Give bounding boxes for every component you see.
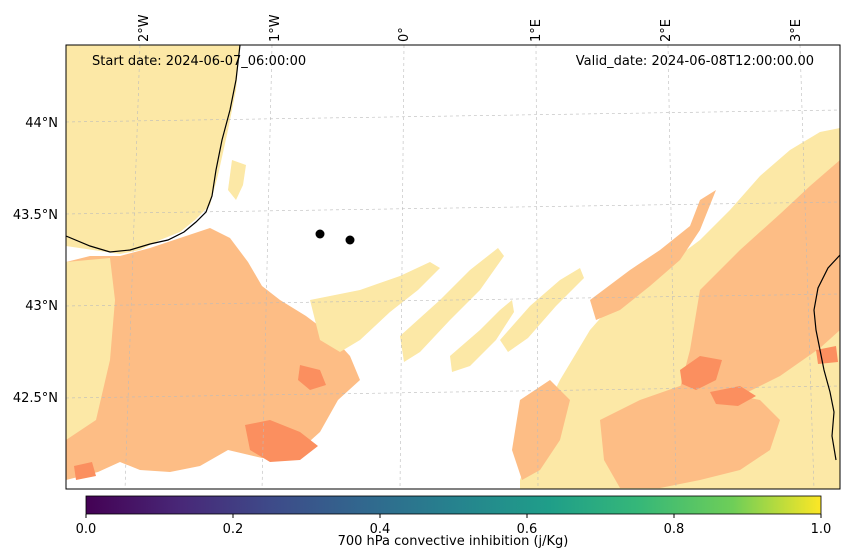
fill-region-west-coast: [66, 45, 240, 254]
location-point-1: [315, 229, 325, 239]
fill-region-east-medium-2: [680, 160, 840, 410]
fill-streak-4: [500, 268, 584, 352]
fill-region-east-medium-4: [512, 380, 570, 480]
fill-streak-3: [450, 300, 514, 372]
lat-label-42-5n: 42.5°N: [13, 391, 58, 406]
start-date-label: Start date: 2024-06-07_06:00:00: [92, 54, 306, 69]
lon-label-2w: 2°W: [137, 14, 152, 42]
fill-region-east-light: [520, 128, 840, 489]
colorbar-tick-3: 0.6: [517, 522, 538, 537]
lon-label-2e: 2°E: [659, 19, 674, 42]
fill-streak-1: [310, 262, 440, 352]
lat-label-44n: 44°N: [25, 116, 58, 131]
lat-label-43n: 43°N: [25, 299, 58, 314]
colorbar-ticks: [85, 514, 822, 518]
colorbar-tick-5: 1.0: [811, 522, 832, 537]
lon-label-1w: 1°W: [268, 14, 283, 42]
fill-region-west-band: [66, 258, 115, 440]
fill-region-north-patch: [228, 160, 246, 200]
fill-region-strong-3: [680, 356, 722, 390]
map-frame: [65, 44, 841, 490]
gridlines: [66, 45, 840, 489]
fill-region-strong-2: [298, 365, 326, 390]
fill-region-strong-6: [74, 462, 96, 480]
colorbar-label: 700 hPa convective inhibition (j/Kg): [338, 534, 569, 549]
colorbar: [85, 495, 822, 515]
coastline-atlantic: [66, 45, 241, 253]
map-area: [66, 45, 840, 489]
fill-region-strong-4: [710, 386, 756, 406]
lon-label-0: 0°: [397, 27, 412, 42]
colorbar-tick-2: 0.4: [370, 522, 391, 537]
coastline-mediterranean: [813, 254, 840, 461]
fill-region-east-medium: [590, 190, 716, 320]
lon-label-3e: 3°E: [789, 19, 804, 42]
lon-label-1e: 1°E: [529, 19, 544, 42]
colorbar-tick-4: 0.8: [664, 522, 685, 537]
colorbar-tick-1: 0.2: [223, 522, 244, 537]
fill-streak-2: [400, 248, 504, 362]
fill-region-west-pyrenees: [66, 228, 360, 480]
fill-region-east-medium-3: [600, 386, 780, 488]
location-point-2: [345, 235, 355, 245]
valid-date-label: Valid_date: 2024-06-08T12:00:00.00: [576, 54, 814, 69]
colorbar-tick-0: 0.0: [76, 522, 97, 537]
lat-label-43-5n: 43.5°N: [13, 208, 58, 223]
